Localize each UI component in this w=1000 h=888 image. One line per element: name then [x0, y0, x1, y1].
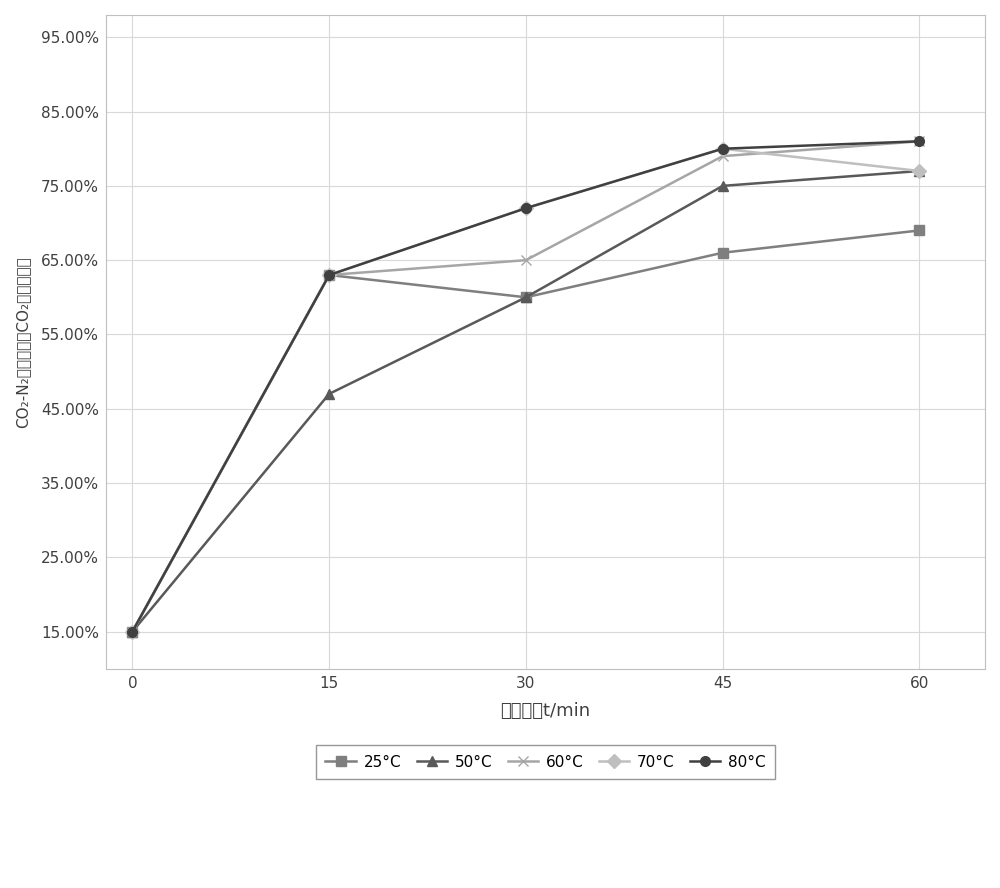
50°C [323, 389, 335, 400]
70°C [323, 270, 335, 281]
70°C [913, 166, 925, 177]
60°C [126, 626, 138, 637]
Line: 50°C: 50°C [128, 166, 924, 637]
70°C [520, 202, 532, 213]
50°C [913, 166, 925, 177]
Y-axis label: CO₂-N₂混合气体中CO₂浓度百分比: CO₂-N₂混合气体中CO₂浓度百分比 [15, 256, 30, 428]
Line: 80°C: 80°C [128, 137, 924, 637]
50°C [126, 626, 138, 637]
80°C [717, 143, 729, 154]
60°C [323, 270, 335, 281]
25°C [520, 292, 532, 303]
80°C [126, 626, 138, 637]
70°C [126, 626, 138, 637]
50°C [717, 180, 729, 191]
Line: 25°C: 25°C [128, 226, 924, 637]
X-axis label: 分离时间t/min: 分离时间t/min [501, 702, 591, 720]
Line: 70°C: 70°C [128, 144, 924, 637]
Legend: 25°C, 50°C, 60°C, 70°C, 80°C: 25°C, 50°C, 60°C, 70°C, 80°C [316, 745, 775, 779]
80°C [913, 136, 925, 147]
80°C [323, 270, 335, 281]
25°C [913, 226, 925, 236]
25°C [126, 626, 138, 637]
60°C [520, 255, 532, 266]
25°C [717, 248, 729, 258]
50°C [520, 292, 532, 303]
60°C [913, 136, 925, 147]
Line: 60°C: 60°C [128, 137, 924, 637]
25°C [323, 270, 335, 281]
70°C [717, 143, 729, 154]
60°C [717, 151, 729, 162]
80°C [520, 202, 532, 213]
